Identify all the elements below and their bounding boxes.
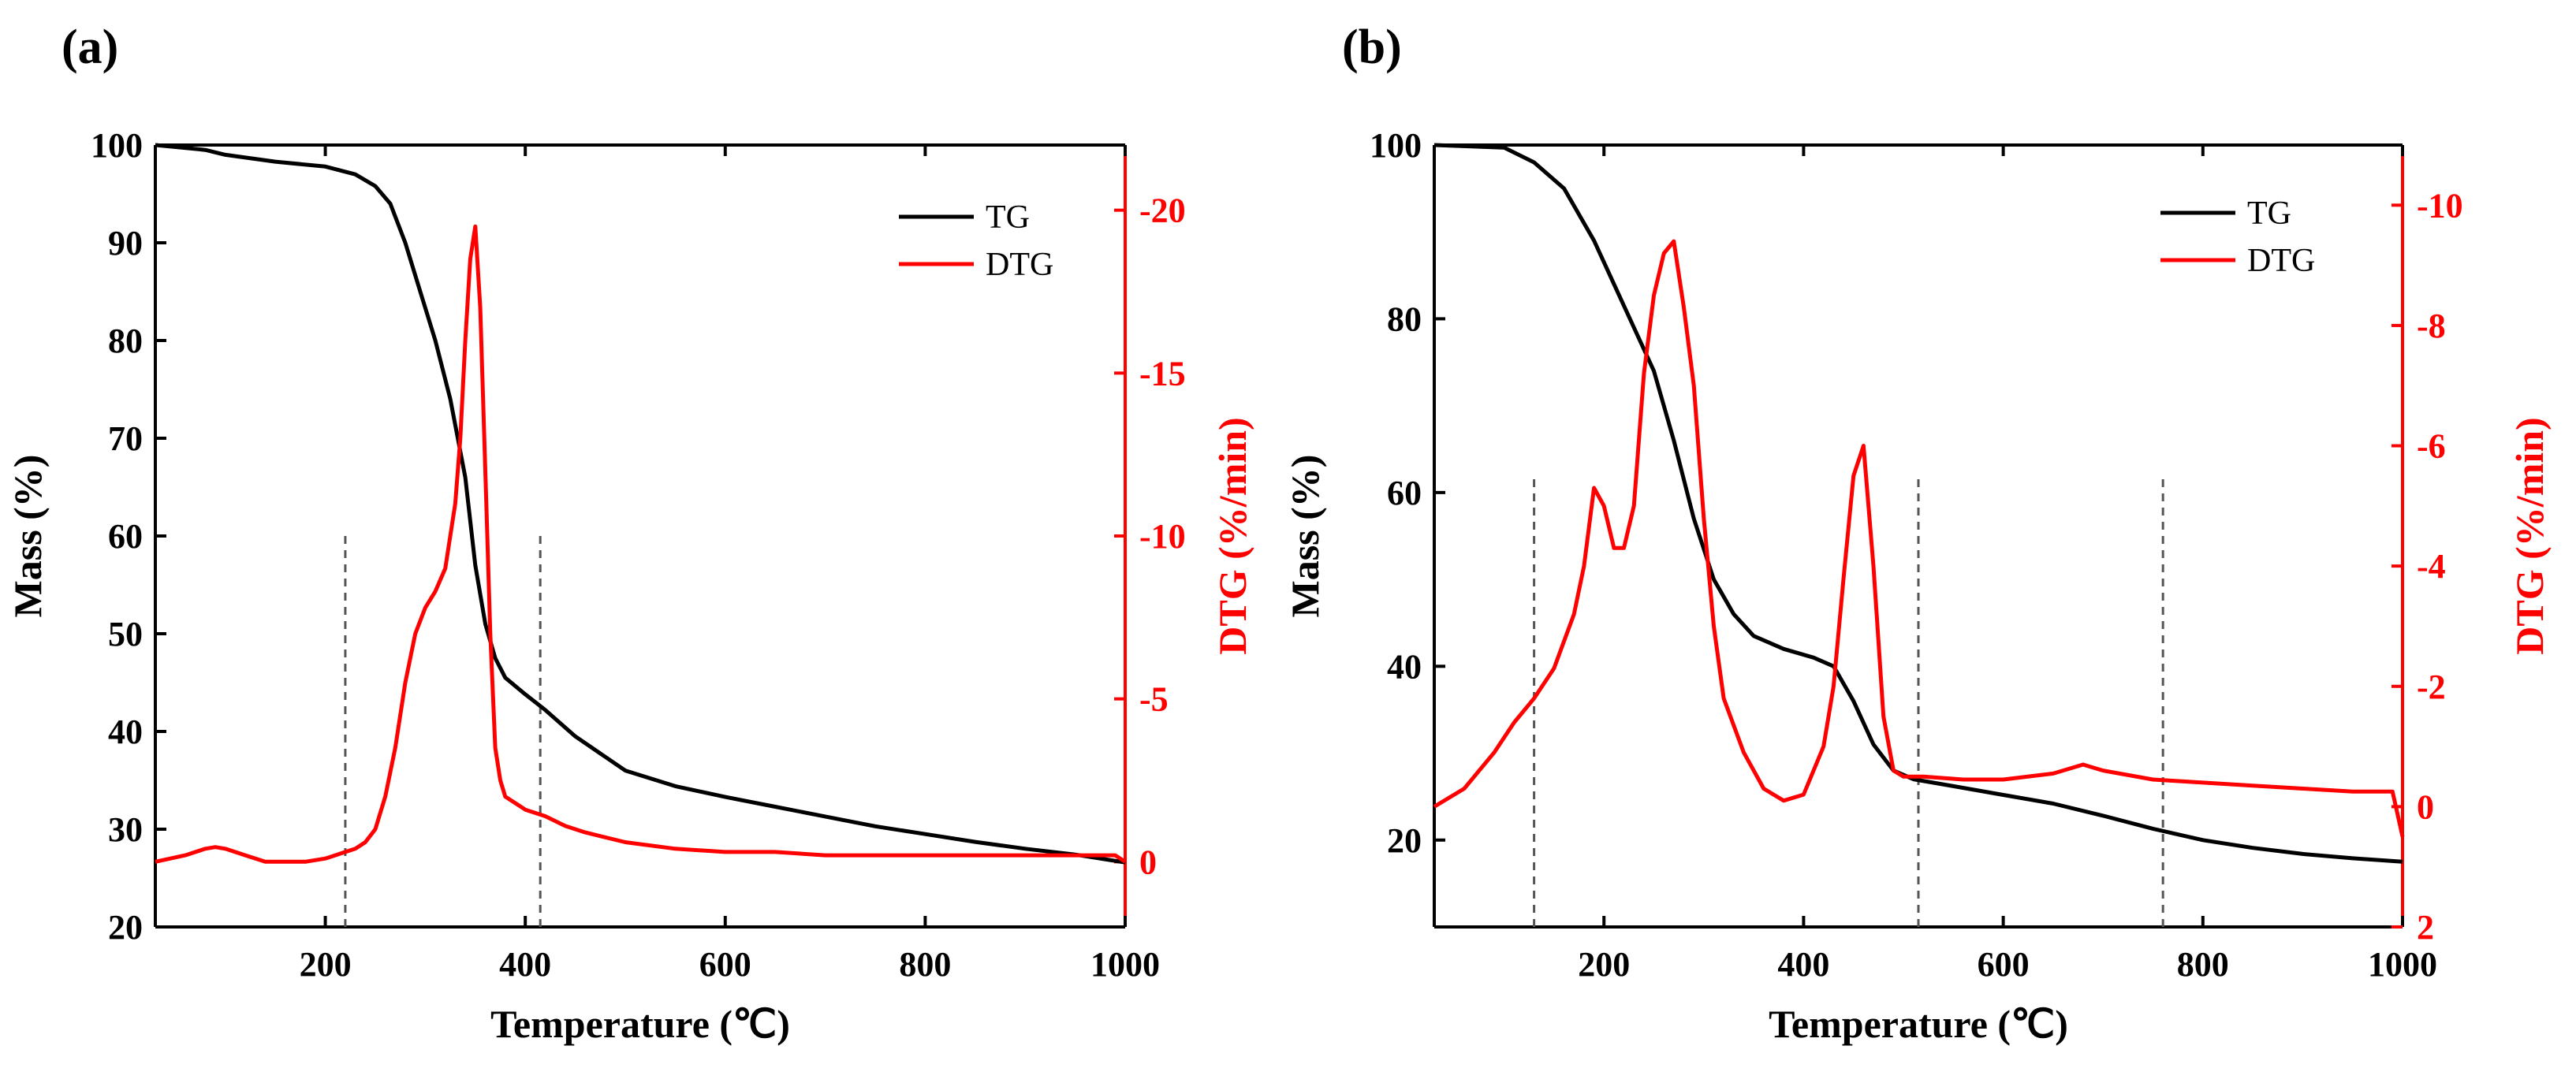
y-tick-label: 60: [108, 517, 143, 556]
x-tick-label: 1000: [1090, 945, 1160, 984]
y-tick-label: 60: [1387, 474, 1422, 512]
panel-label: (a): [62, 20, 118, 74]
y-axis-title: Mass (%): [1283, 455, 1327, 618]
y2-tick-label: -8: [2417, 307, 2446, 345]
y-tick-label: 100: [1370, 126, 1422, 165]
y2-tick-label: -10: [2417, 186, 2463, 225]
y-tick-label: 100: [91, 126, 143, 165]
y2-tick-label: -4: [2417, 547, 2446, 586]
dtg-series-line: [1433, 239, 2405, 838]
dtg-series-line: [155, 224, 1127, 864]
y2-tick-label: -5: [1139, 680, 1169, 719]
y-axis-title: Mass (%): [6, 455, 50, 618]
y2-tick-label: -2: [2417, 668, 2446, 706]
legend-label-dtg: DTG: [2247, 243, 2315, 279]
tg-series-line: [155, 143, 1126, 865]
y-tick-label: 20: [1387, 821, 1422, 860]
y-tick-label: 80: [108, 322, 143, 360]
x-tick-label: 800: [2177, 945, 2229, 984]
x-tick-label: 400: [499, 945, 551, 984]
x-tick-label: 200: [300, 945, 352, 984]
chart-a: 200 400 600 800 100020304050607080901000-5-1…: [6, 20, 1254, 1046]
y-tick-label: 70: [108, 419, 143, 458]
y-tick-label: 80: [1387, 300, 1422, 338]
y-tick-label: 40: [1387, 647, 1422, 686]
y2-tick-label: -6: [2417, 427, 2446, 466]
y2-tick-label: 0: [1139, 843, 1157, 881]
y-tick-label: 40: [108, 713, 143, 751]
x-tick-label: 200: [1578, 945, 1630, 984]
legend-label-tg: TG: [986, 199, 1030, 236]
y2-tick-label: 2: [2417, 908, 2434, 947]
y-tick-label: 90: [108, 224, 143, 262]
x-tick-label: 1000: [2368, 945, 2437, 984]
x-tick-label: 800: [899, 945, 951, 984]
y2-axis-title: DTG (%/min): [2507, 417, 2552, 654]
x-tick-label: 400: [1777, 945, 1829, 984]
chart-b: 200 400 600 800 10002040608010020-2-4-6-8-10…: [1283, 20, 2552, 1046]
legend-label-tg: TG: [2247, 195, 2291, 232]
y2-tick-label: -20: [1139, 192, 1186, 230]
y-tick-label: 30: [108, 810, 143, 849]
x-axis-title: Temperature (℃): [1769, 1002, 2068, 1046]
y2-axis-title: DTG (%/min): [1210, 417, 1254, 654]
tg-series-line: [1433, 143, 2403, 864]
y2-tick-label: -10: [1139, 517, 1186, 556]
y2-tick-label: 0: [2417, 787, 2434, 826]
legend-label-dtg: DTG: [986, 247, 1053, 283]
y-tick-label: 50: [108, 615, 143, 653]
y2-tick-label: -15: [1139, 354, 1186, 393]
x-tick-label: 600: [699, 945, 751, 984]
panel-label: (b): [1342, 20, 1402, 74]
y-tick-label: 20: [108, 908, 143, 947]
x-tick-label: 600: [1978, 945, 2030, 984]
x-axis-title: Temperature (℃): [490, 1002, 790, 1046]
